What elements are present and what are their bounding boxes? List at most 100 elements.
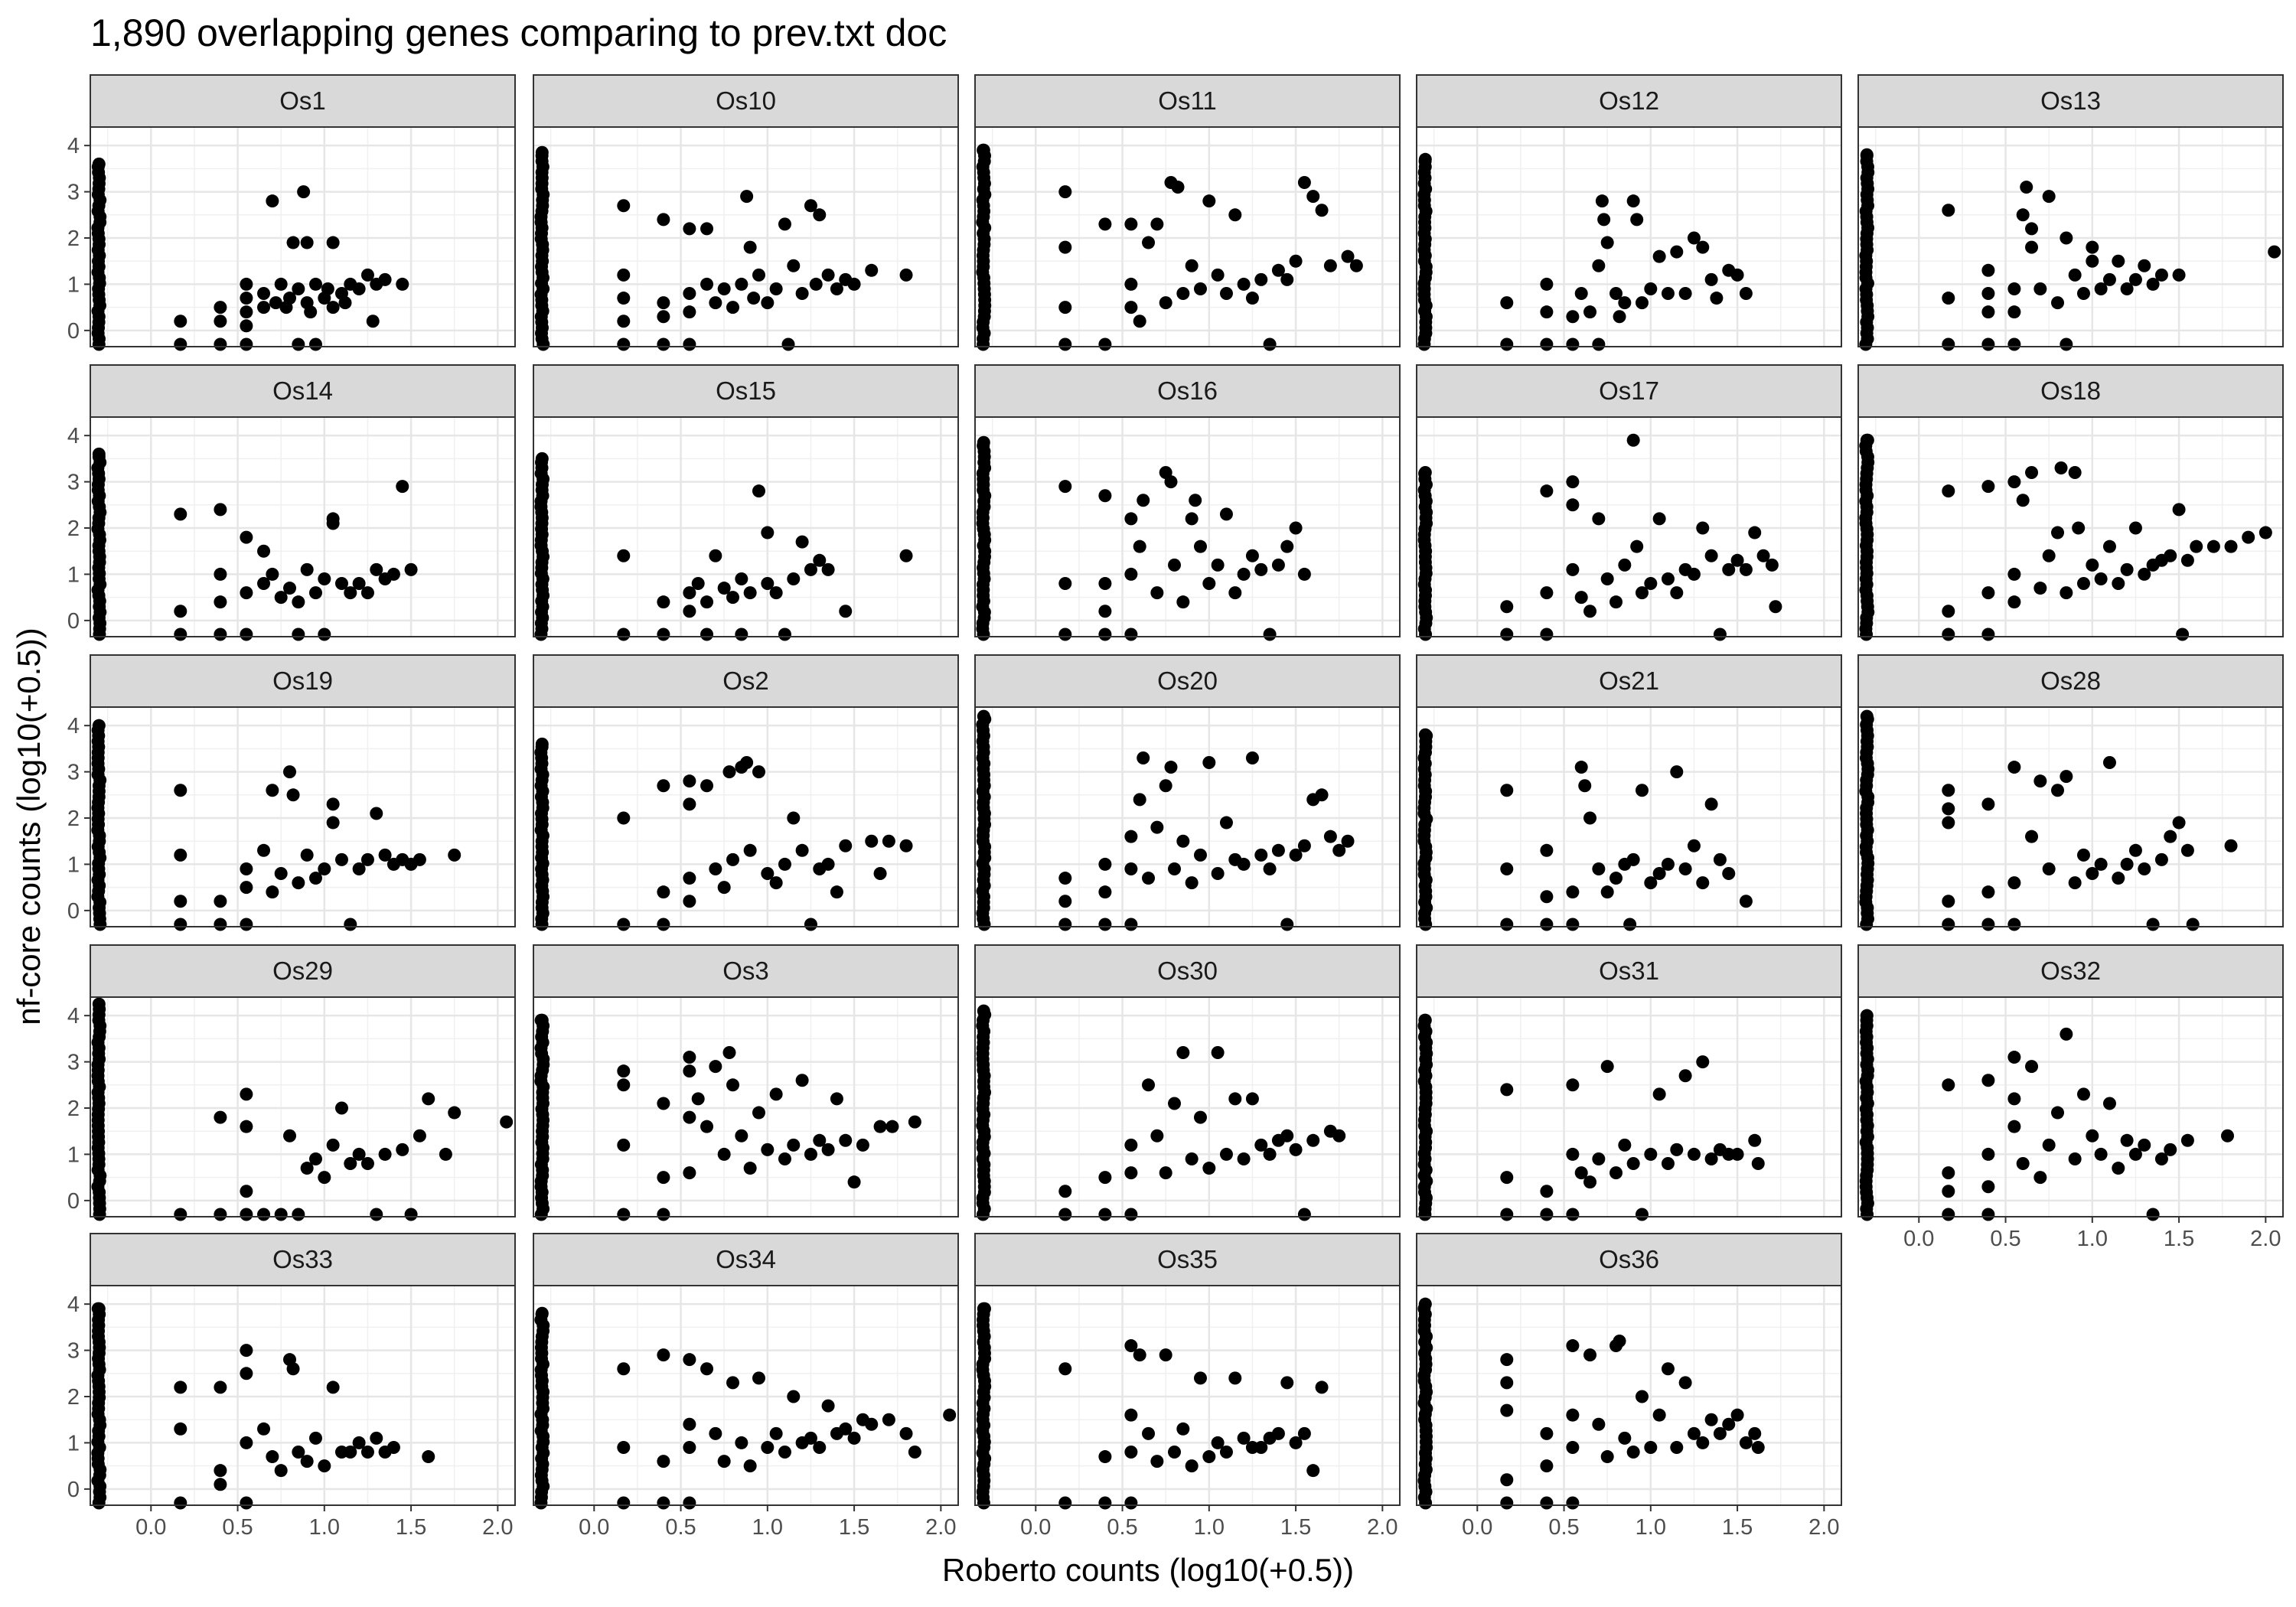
- data-point: [1739, 895, 1753, 908]
- data-point: [1500, 296, 1514, 310]
- data-point: [214, 337, 227, 351]
- facet-strip: [1857, 944, 2284, 998]
- data-point: [2146, 1208, 2160, 1221]
- data-point: [1618, 296, 1632, 310]
- plot-area: [974, 706, 1401, 931]
- data-point: [2033, 582, 2047, 595]
- gridlines: [90, 1286, 515, 1505]
- data-point: [1237, 277, 1251, 291]
- data-point: [778, 857, 791, 871]
- data-point: [274, 867, 288, 881]
- data-point: [1713, 627, 1727, 641]
- gridlines: [1417, 707, 1841, 927]
- data-points: [91, 157, 409, 351]
- data-point: [1981, 797, 1995, 811]
- data-point: [769, 1426, 783, 1440]
- data-points: [1417, 1013, 1765, 1221]
- data-points: [976, 709, 1355, 931]
- data-point: [318, 572, 331, 585]
- data-point: [2007, 305, 2021, 319]
- data-point: [726, 1078, 740, 1092]
- data-point: [1137, 751, 1150, 764]
- data-point: [174, 848, 188, 862]
- data-point: [1981, 918, 1995, 931]
- data-point: [308, 1431, 322, 1445]
- facet-panel-os1: Os1 0 1 2 3 4: [67, 74, 516, 351]
- x-tick-label: 1.5: [396, 1515, 426, 1540]
- data-point: [1124, 862, 1138, 875]
- data-point: [1500, 627, 1514, 641]
- data-point: [2033, 282, 2047, 295]
- data-point: [257, 301, 271, 315]
- data-point: [657, 1097, 670, 1110]
- data-point: [847, 1175, 861, 1189]
- data-point: [2102, 1097, 2116, 1110]
- data-point: [1098, 337, 1112, 351]
- data-point: [735, 572, 748, 585]
- data-point: [92, 719, 106, 732]
- data-point: [1124, 1496, 1138, 1510]
- facet-label: Os10: [716, 86, 776, 115]
- data-point: [1315, 204, 1329, 217]
- data-point: [726, 591, 740, 605]
- data-point: [1635, 586, 1649, 600]
- panel-border: [1416, 996, 1842, 1217]
- data-point: [1540, 484, 1554, 498]
- data-point: [1652, 1408, 1666, 1422]
- data-point: [1341, 834, 1355, 848]
- data-point: [174, 918, 188, 931]
- data-point: [1500, 1496, 1514, 1510]
- facet-panel-os14: Os14 0 1 2 3 4: [67, 364, 516, 641]
- data-point: [847, 1431, 861, 1445]
- data-point: [352, 282, 366, 295]
- x-tick-label: 2.0: [1808, 1515, 1839, 1540]
- data-point: [1133, 793, 1146, 807]
- data-point: [448, 1106, 461, 1120]
- data-point: [2042, 862, 2056, 875]
- y-tick-label: 2: [67, 1097, 80, 1121]
- data-point: [2112, 577, 2125, 591]
- data-point: [865, 834, 879, 848]
- data-point: [1150, 820, 1164, 834]
- data-point: [2206, 539, 2220, 553]
- data-point: [2224, 539, 2238, 553]
- panel-border: [533, 1285, 959, 1506]
- data-point: [899, 1426, 913, 1440]
- facet-label: Os14: [272, 376, 333, 405]
- data-point: [352, 577, 366, 591]
- data-point: [326, 236, 340, 249]
- data-point: [769, 1087, 783, 1101]
- plot-area: [974, 416, 1401, 641]
- data-point: [1058, 1362, 1072, 1376]
- data-point: [1765, 558, 1779, 572]
- data-point: [1058, 577, 1072, 591]
- data-point: [1756, 549, 1770, 562]
- data-point: [700, 1362, 714, 1376]
- data-point: [1613, 1335, 1626, 1348]
- data-point: [1306, 1464, 1320, 1478]
- data-point: [1098, 489, 1112, 503]
- data-point: [1254, 848, 1268, 862]
- panel-border: [533, 416, 959, 637]
- y-tick-label: 1: [67, 562, 80, 587]
- data-point: [1098, 577, 1112, 591]
- data-point: [2154, 1152, 2168, 1165]
- data-point: [1704, 1413, 1718, 1426]
- facet-label: Os21: [1599, 667, 1659, 695]
- data-point: [334, 852, 348, 866]
- data-point: [240, 1436, 253, 1449]
- data-point: [683, 337, 696, 351]
- data-point: [2102, 272, 2116, 286]
- data-point: [344, 1157, 357, 1171]
- data-point: [1670, 1440, 1684, 1454]
- data-point: [2007, 876, 2021, 890]
- data-points: [91, 447, 418, 641]
- data-points: [534, 451, 913, 641]
- gridlines: [533, 1286, 958, 1505]
- data-point: [856, 1138, 869, 1152]
- data-point: [683, 287, 696, 301]
- y-tick-label: 4: [67, 714, 80, 738]
- data-point: [1297, 567, 1311, 581]
- x-axis-label: Roberto counts (log10(+0.5)): [941, 1552, 1355, 1588]
- data-point: [1098, 885, 1112, 899]
